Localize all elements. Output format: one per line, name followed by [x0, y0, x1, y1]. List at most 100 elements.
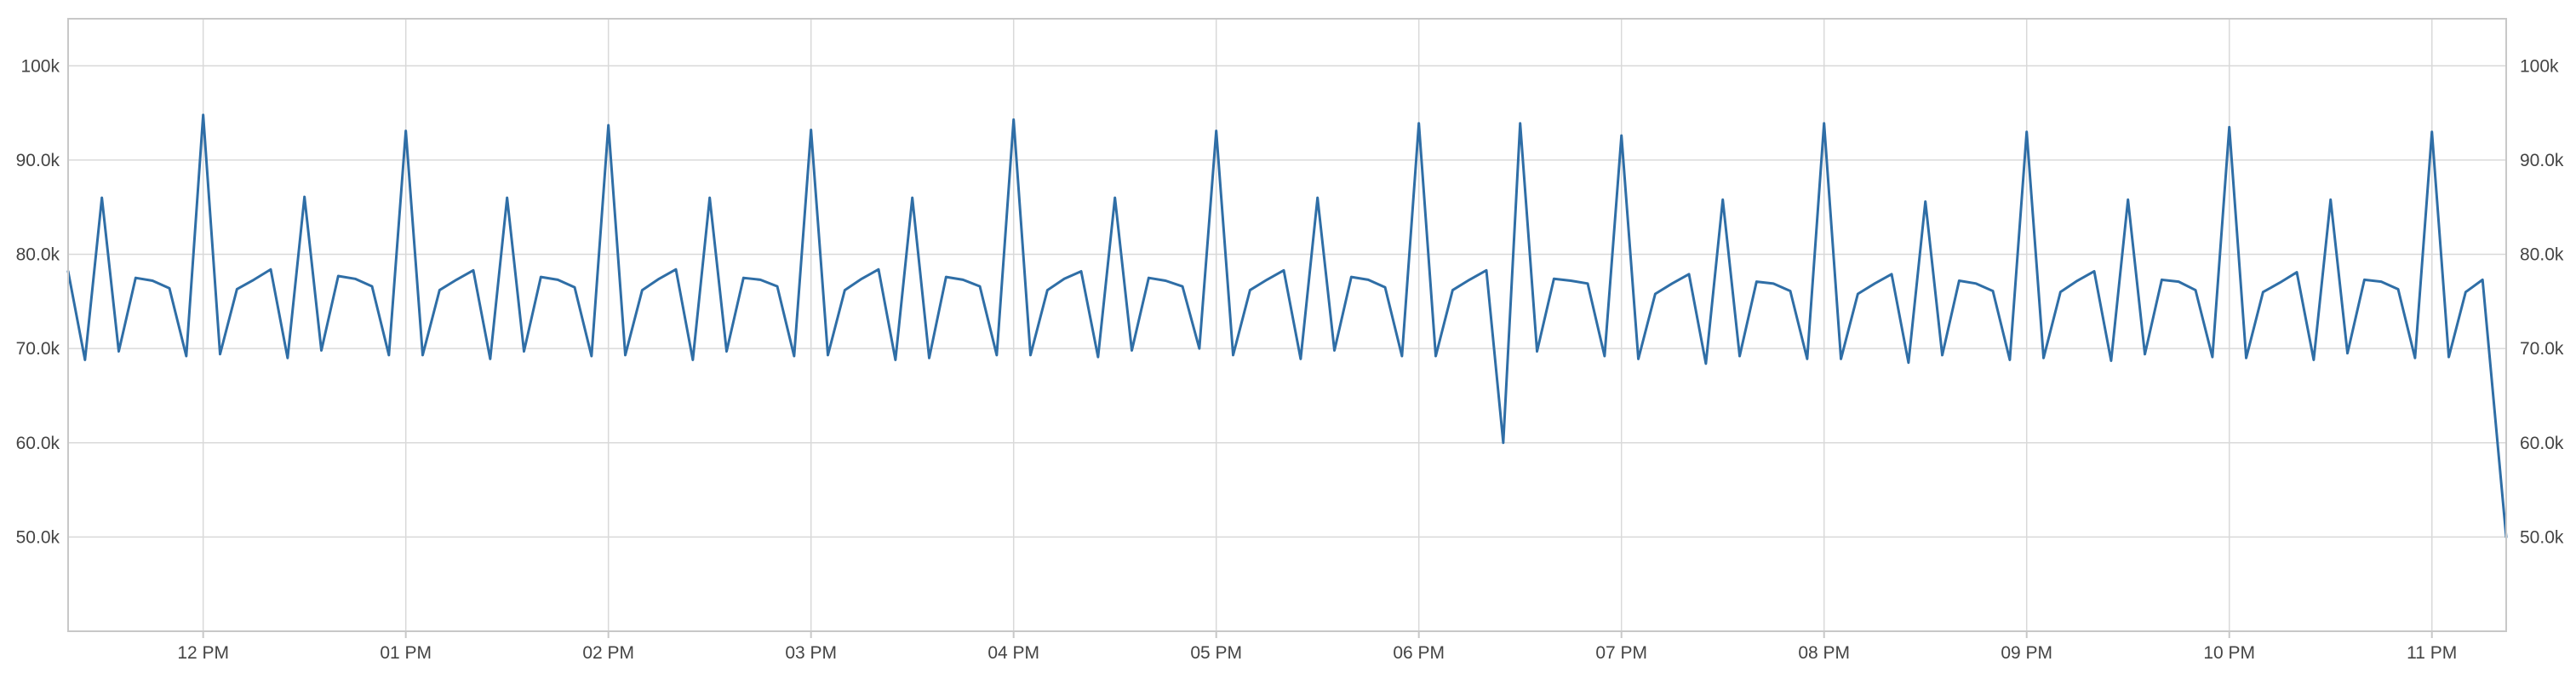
data-point[interactable]: [1922, 198, 1929, 205]
data-point[interactable]: [622, 352, 629, 359]
data-point[interactable]: [655, 275, 662, 282]
data-point[interactable]: [2243, 354, 2250, 361]
data-point[interactable]: [959, 276, 966, 283]
data-point[interactable]: [2344, 350, 2351, 357]
data-point[interactable]: [1618, 132, 1625, 139]
data-point[interactable]: [926, 354, 933, 361]
data-point[interactable]: [1550, 275, 1557, 282]
data-point[interactable]: [1365, 276, 1371, 283]
data-point[interactable]: [2327, 196, 2334, 203]
data-point[interactable]: [335, 273, 341, 279]
data-point[interactable]: [2125, 196, 2132, 203]
data-point[interactable]: [149, 278, 156, 285]
data-point[interactable]: [554, 276, 561, 283]
data-point[interactable]: [1686, 271, 1692, 278]
data-point[interactable]: [200, 112, 207, 118]
data-point[interactable]: [724, 348, 730, 354]
data-point[interactable]: [2091, 267, 2098, 274]
data-point[interactable]: [537, 273, 544, 280]
data-point[interactable]: [1112, 194, 1119, 201]
data-point[interactable]: [942, 273, 949, 280]
data-point[interactable]: [808, 127, 815, 134]
data-point[interactable]: [2158, 276, 2165, 283]
data-point[interactable]: [233, 285, 240, 292]
data-point[interactable]: [1399, 353, 1405, 360]
data-point[interactable]: [470, 267, 477, 273]
data-point[interactable]: [2074, 278, 2081, 285]
data-point[interactable]: [1905, 360, 1912, 366]
data-point[interactable]: [166, 285, 173, 291]
data-point[interactable]: [2175, 279, 2182, 285]
data-point[interactable]: [1787, 288, 1794, 295]
data-point[interactable]: [638, 287, 645, 294]
data-point[interactable]: [352, 275, 358, 282]
data-point[interactable]: [1162, 278, 1169, 285]
data-point[interactable]: [2192, 287, 2199, 294]
data-point[interactable]: [1804, 355, 1811, 362]
data-point[interactable]: [740, 274, 747, 281]
data-point[interactable]: [2395, 285, 2401, 292]
data-point[interactable]: [1095, 354, 1102, 360]
data-point[interactable]: [1567, 278, 1574, 285]
data-point[interactable]: [521, 348, 528, 354]
data-point[interactable]: [436, 287, 443, 294]
data-point[interactable]: [588, 353, 595, 360]
data-point[interactable]: [1753, 279, 1760, 285]
data-point[interactable]: [673, 266, 679, 273]
data-point[interactable]: [1230, 352, 1237, 359]
data-point[interactable]: [1196, 345, 1203, 352]
data-point[interactable]: [1466, 276, 1473, 283]
data-point[interactable]: [1179, 283, 1186, 290]
data-point[interactable]: [2293, 269, 2300, 276]
data-point[interactable]: [2142, 351, 2149, 358]
data-point[interactable]: [1635, 355, 1642, 362]
data-point[interactable]: [487, 355, 494, 362]
data-point[interactable]: [2412, 354, 2419, 361]
data-point[interactable]: [1517, 120, 1524, 127]
data-point[interactable]: [993, 352, 1000, 359]
data-point[interactable]: [2462, 289, 2469, 296]
data-point[interactable]: [1955, 278, 1962, 285]
data-point[interactable]: [2041, 354, 2047, 361]
data-point[interactable]: [1213, 128, 1220, 135]
data-point[interactable]: [976, 283, 983, 290]
data-point[interactable]: [1703, 360, 1709, 367]
data-point[interactable]: [1433, 353, 1440, 360]
data-point[interactable]: [1989, 288, 1996, 295]
data-point[interactable]: [2259, 289, 2266, 296]
data-point[interactable]: [875, 266, 882, 273]
data-point[interactable]: [1449, 287, 1456, 294]
data-point[interactable]: [690, 356, 696, 363]
data-point[interactable]: [1652, 290, 1658, 297]
data-point[interactable]: [217, 351, 224, 358]
data-point[interactable]: [1263, 276, 1270, 283]
data-point[interactable]: [605, 122, 612, 129]
data-point[interactable]: [2057, 289, 2064, 296]
data-point[interactable]: [99, 194, 106, 201]
data-point[interactable]: [1010, 116, 1017, 123]
data-point[interactable]: [82, 356, 89, 363]
data-point[interactable]: [1939, 352, 1946, 359]
data-point[interactable]: [774, 283, 781, 290]
data-point[interactable]: [909, 194, 916, 201]
data-point[interactable]: [1888, 271, 1895, 278]
data-point[interactable]: [1044, 287, 1050, 294]
data-point[interactable]: [318, 347, 325, 354]
data-point[interactable]: [858, 275, 865, 282]
data-point[interactable]: [1314, 194, 1321, 201]
data-point[interactable]: [1601, 353, 1608, 360]
data-point[interactable]: [1483, 267, 1490, 273]
data-point[interactable]: [791, 353, 798, 360]
data-point[interactable]: [2209, 354, 2216, 360]
data-point[interactable]: [267, 266, 274, 273]
data-point[interactable]: [1821, 120, 1828, 127]
data-point[interactable]: [284, 354, 291, 361]
data-point[interactable]: [1246, 287, 1253, 294]
data-point[interactable]: [1500, 440, 1507, 446]
data-point[interactable]: [1382, 284, 1388, 290]
data-point[interactable]: [1871, 280, 1878, 287]
data-point[interactable]: [2361, 276, 2367, 283]
data-point[interactable]: [841, 287, 848, 294]
data-point[interactable]: [1331, 347, 1338, 354]
data-point[interactable]: [707, 194, 713, 201]
